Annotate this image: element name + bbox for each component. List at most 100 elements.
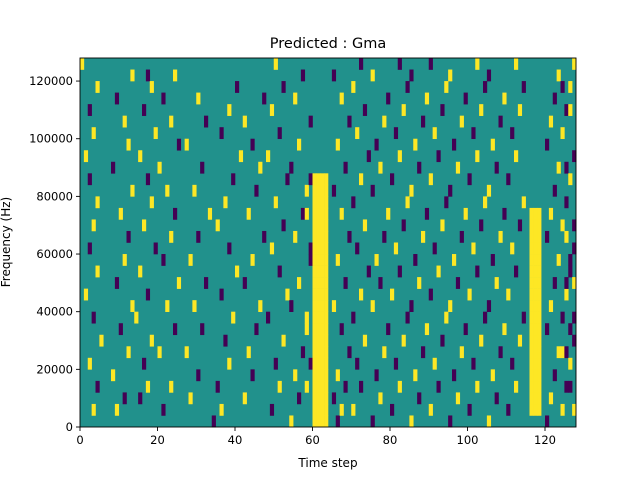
heatmap-cell bbox=[312, 380, 317, 393]
heatmap-cell bbox=[529, 369, 534, 382]
heatmap-cell bbox=[161, 254, 166, 266]
heatmap-cell bbox=[548, 300, 554, 312]
heatmap-cell bbox=[347, 346, 352, 359]
heatmap-cell bbox=[118, 323, 123, 336]
heatmap-cell bbox=[568, 81, 573, 93]
heatmap-cell bbox=[417, 161, 422, 174]
heatmap-cell bbox=[564, 380, 569, 393]
heatmap-cell bbox=[343, 277, 348, 289]
heatmap-cell bbox=[529, 265, 534, 278]
heatmap-cell bbox=[223, 334, 228, 347]
heatmap-cell bbox=[87, 357, 92, 370]
heatmap-cell bbox=[428, 403, 433, 416]
heatmap-cell bbox=[537, 323, 542, 336]
heatmap-cell bbox=[405, 81, 410, 93]
heatmap-cell bbox=[266, 150, 271, 163]
heatmap-cell bbox=[347, 115, 352, 128]
heatmap-cell bbox=[498, 230, 503, 243]
heatmap-cell bbox=[374, 138, 379, 151]
heatmap-cell bbox=[331, 184, 337, 197]
heatmap-cell bbox=[475, 150, 480, 163]
heatmap-cell bbox=[359, 380, 364, 393]
x-tick-label: 80 bbox=[383, 433, 398, 447]
heatmap-cell bbox=[502, 323, 507, 336]
heatmap-cell bbox=[463, 323, 468, 336]
heatmap-cell bbox=[552, 92, 557, 105]
heatmap-cell bbox=[498, 115, 503, 128]
heatmap-cell bbox=[161, 403, 166, 416]
heatmap-cell bbox=[386, 207, 391, 220]
heatmap-cell bbox=[537, 230, 542, 243]
heatmap-cell bbox=[560, 219, 565, 232]
heatmap-cell bbox=[188, 254, 193, 266]
heatmap-cell bbox=[312, 242, 317, 255]
heatmap-cell bbox=[297, 277, 302, 289]
heatmap-cell bbox=[312, 288, 317, 301]
heatmap-cell bbox=[510, 242, 515, 255]
heatmap-cell bbox=[304, 380, 309, 393]
heatmap-cell bbox=[207, 207, 213, 220]
heatmap-cell bbox=[114, 277, 120, 289]
heatmap-cell bbox=[529, 207, 534, 220]
heatmap-cell bbox=[308, 254, 313, 266]
heatmap-cell bbox=[320, 242, 325, 255]
heatmap-cell bbox=[510, 127, 515, 140]
heatmap-cell bbox=[316, 265, 321, 278]
heatmap-cell bbox=[432, 242, 437, 255]
heatmap-cell bbox=[537, 288, 542, 301]
heatmap-cell bbox=[552, 184, 557, 197]
heatmap-cell bbox=[517, 219, 523, 232]
heatmap-cell bbox=[421, 230, 426, 243]
heatmap-cell bbox=[312, 346, 317, 359]
heatmap-cell bbox=[428, 173, 433, 186]
heatmap-cell bbox=[564, 196, 569, 209]
heatmap-cell bbox=[312, 196, 317, 209]
heatmap-cell bbox=[529, 392, 534, 405]
heatmap-cell bbox=[293, 369, 298, 382]
heatmap-cell bbox=[273, 196, 278, 209]
heatmap-cell bbox=[537, 242, 542, 255]
heatmap-cell bbox=[130, 69, 135, 82]
heatmap-cell bbox=[560, 311, 565, 324]
heatmap-cell bbox=[533, 392, 538, 405]
heatmap-cell bbox=[91, 403, 96, 416]
heatmap-cell bbox=[316, 357, 321, 370]
heatmap-cell bbox=[320, 311, 325, 324]
heatmap-cell bbox=[529, 277, 534, 289]
heatmap-cell bbox=[320, 357, 325, 370]
heatmap-cell bbox=[149, 196, 154, 209]
heatmap-cell bbox=[176, 277, 182, 289]
heatmap-cell bbox=[324, 265, 329, 278]
heatmap-cell bbox=[548, 207, 554, 220]
heatmap-cell bbox=[533, 265, 538, 278]
heatmap-cell bbox=[281, 334, 286, 347]
heatmap-cell bbox=[521, 81, 526, 93]
heatmap-cell bbox=[316, 288, 321, 301]
heatmap-cell bbox=[114, 92, 120, 105]
heatmap-cell bbox=[378, 161, 383, 174]
heatmap-cell bbox=[351, 81, 356, 93]
heatmap-cell bbox=[440, 219, 445, 232]
heatmap-cell bbox=[316, 196, 321, 209]
heatmap-cell bbox=[80, 58, 85, 70]
y-tick-label: 80000 bbox=[36, 189, 73, 203]
heatmap-cell bbox=[568, 104, 573, 116]
heatmap-cell bbox=[529, 334, 534, 347]
heatmap-cell bbox=[533, 380, 538, 393]
heatmap-cell bbox=[529, 288, 534, 301]
heatmap-cell bbox=[312, 369, 317, 382]
heatmap-cell bbox=[386, 323, 391, 336]
heatmap-cell bbox=[118, 207, 123, 220]
heatmap-cell bbox=[382, 230, 387, 243]
heatmap-cell bbox=[386, 92, 391, 105]
heatmap-cell bbox=[304, 184, 309, 197]
heatmap-cell bbox=[483, 311, 488, 324]
heatmap-cell bbox=[324, 173, 329, 186]
heatmap-cell bbox=[200, 161, 205, 174]
heatmap-cell bbox=[390, 173, 395, 186]
heatmap-cell bbox=[393, 127, 399, 140]
heatmap-cell bbox=[448, 184, 453, 197]
heatmap-cell bbox=[444, 81, 449, 93]
heatmap-cell bbox=[250, 138, 255, 151]
heatmap-cell bbox=[312, 334, 317, 347]
